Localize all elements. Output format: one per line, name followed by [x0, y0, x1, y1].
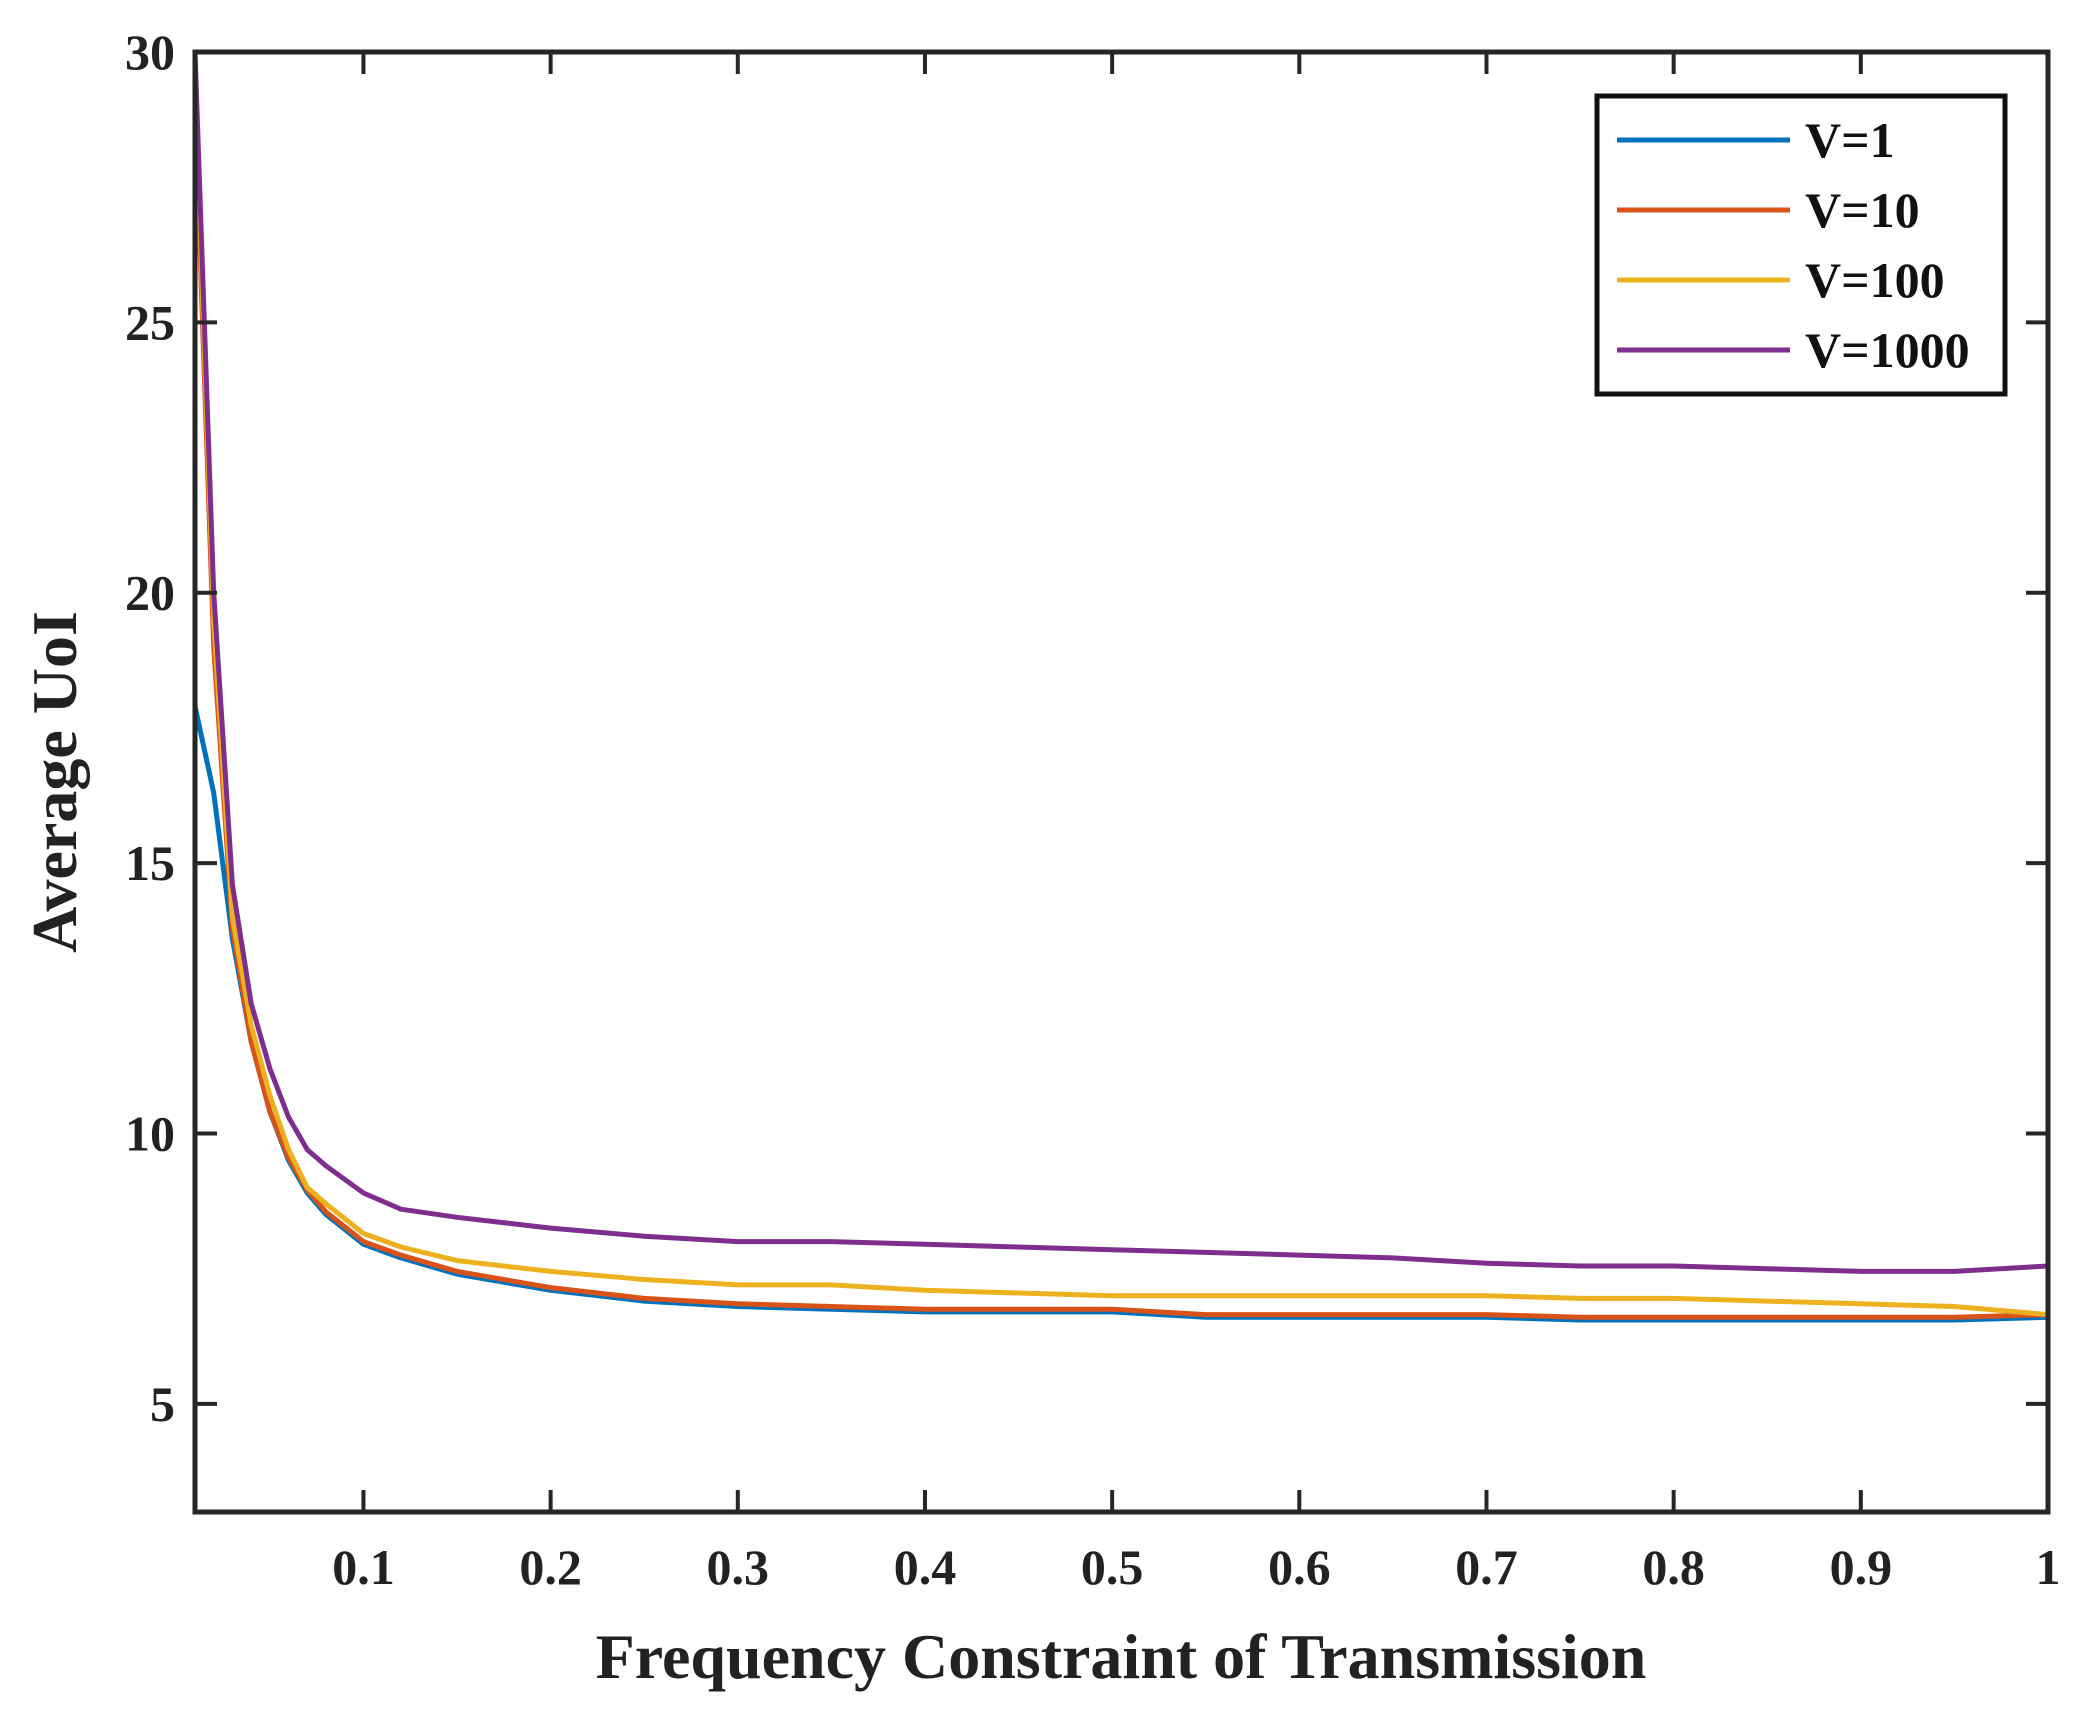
x-tick-label: 1 [2036, 1539, 2061, 1595]
x-tick-label: 0.2 [519, 1539, 582, 1595]
series-layer [192, 49, 2051, 1323]
x-tick-label: 0.7 [1455, 1539, 1518, 1595]
legend-entry-label: V=10 [1805, 182, 1920, 238]
legend-box [1594, 93, 2008, 397]
y-tick-label: 25 [125, 294, 175, 350]
x-tick-label: 0.4 [894, 1539, 957, 1595]
x-tick-label: 0.9 [1830, 1539, 1893, 1595]
x-tick-label: 0.1 [332, 1539, 395, 1595]
plot-frame [192, 49, 2051, 1515]
legend-entry-label: V=100 [1805, 252, 1945, 308]
x-axis-ticks: 0.1 0.2 0.3 0.4 0.5 0.6 0.7 0.8 0.9 1 [332, 52, 2061, 1595]
legend: V=1 V=10 V=100 V=1000 [1594, 93, 2008, 397]
x-tick-label: 0.6 [1268, 1539, 1331, 1595]
series-line-v-1000 [192, 49, 2051, 1274]
y-axis-title: Average UoI [19, 611, 90, 953]
legend-entry-label: V=1000 [1805, 322, 1970, 378]
y-tick-label: 10 [125, 1105, 175, 1161]
legend-entry-label: V=1 [1805, 112, 1895, 168]
y-tick-label: 15 [125, 835, 175, 891]
y-tick-label: 20 [125, 565, 175, 621]
series-line-v-100 [192, 76, 2051, 1318]
x-axis-title: Frequency Constraint of Transmission [596, 1621, 1647, 1692]
y-tick-label: 30 [125, 24, 175, 80]
series-line-v-10 [192, 103, 2051, 1320]
x-tick-label: 0.5 [1081, 1539, 1144, 1595]
x-tick-label: 0.8 [1642, 1539, 1705, 1595]
y-tick-label: 5 [150, 1376, 175, 1432]
x-tick-label: 0.3 [707, 1539, 770, 1595]
